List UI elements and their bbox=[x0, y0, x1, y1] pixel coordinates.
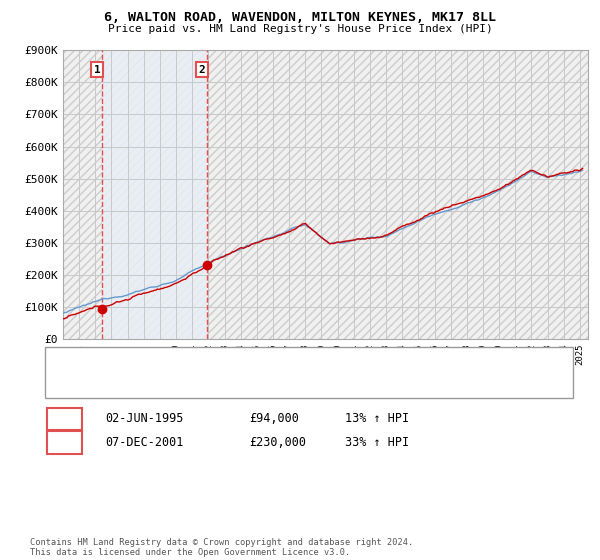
Text: 6, WALTON ROAD, WAVENDON, MILTON KEYNES, MK17 8LL: 6, WALTON ROAD, WAVENDON, MILTON KEYNES,… bbox=[104, 11, 496, 24]
Text: 6, WALTON ROAD, WAVENDON, MILTON KEYNES, MK17 8LL (detached house): 6, WALTON ROAD, WAVENDON, MILTON KEYNES,… bbox=[93, 356, 481, 366]
Text: 13% ↑ HPI: 13% ↑ HPI bbox=[345, 412, 409, 426]
Text: 33% ↑ HPI: 33% ↑ HPI bbox=[345, 436, 409, 449]
Text: 07-DEC-2001: 07-DEC-2001 bbox=[105, 436, 184, 449]
Text: Contains HM Land Registry data © Crown copyright and database right 2024.
This d: Contains HM Land Registry data © Crown c… bbox=[30, 538, 413, 557]
Text: 2: 2 bbox=[61, 436, 68, 449]
Text: HPI: Average price, detached house, Milton Keynes: HPI: Average price, detached house, Milt… bbox=[93, 375, 381, 385]
Text: Price paid vs. HM Land Registry's House Price Index (HPI): Price paid vs. HM Land Registry's House … bbox=[107, 24, 493, 34]
Bar bbox=[102, 50, 207, 339]
Text: £230,000: £230,000 bbox=[249, 436, 306, 449]
Text: £94,000: £94,000 bbox=[249, 412, 299, 426]
Text: 02-JUN-1995: 02-JUN-1995 bbox=[105, 412, 184, 426]
Text: 2: 2 bbox=[199, 64, 206, 74]
Text: 1: 1 bbox=[61, 412, 68, 426]
Text: 1: 1 bbox=[94, 64, 101, 74]
